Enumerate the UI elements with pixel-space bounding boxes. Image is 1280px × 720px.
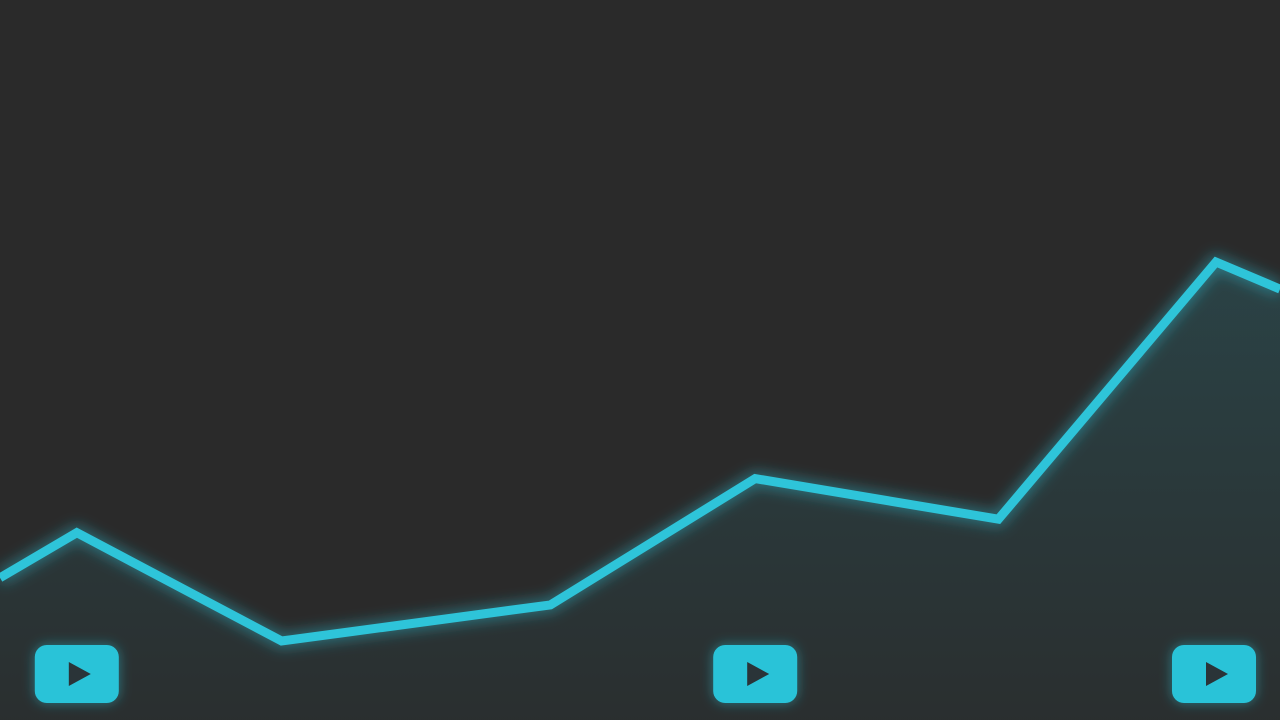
series-line <box>0 256 1280 646</box>
play-button-1[interactable] <box>713 645 798 703</box>
play-button-0[interactable] <box>34 645 119 703</box>
series-area-fill <box>0 262 1280 720</box>
play-button-2[interactable] <box>1172 645 1256 703</box>
series-line-layer <box>0 256 1280 646</box>
play-icon <box>1206 662 1228 686</box>
marker-layer <box>34 645 1256 703</box>
play-icon <box>747 662 770 686</box>
play-icon <box>68 662 91 686</box>
area-fill-layer <box>0 262 1280 720</box>
